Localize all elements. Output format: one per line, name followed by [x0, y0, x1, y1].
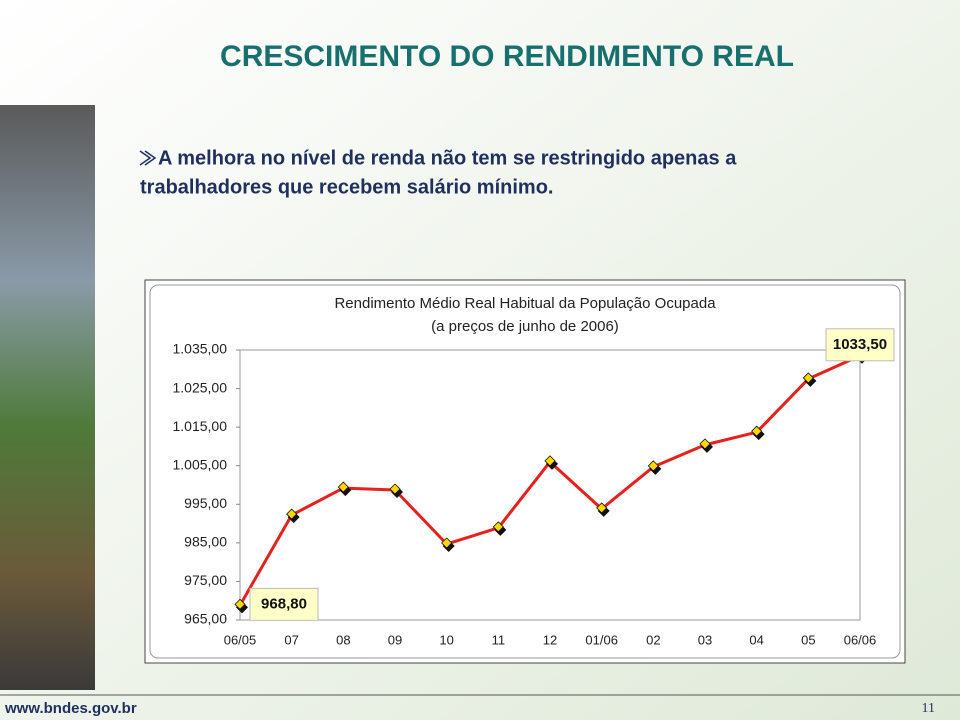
chart-subtitle: (a preços de junho de 2006) — [431, 318, 619, 335]
slide-title: CRESCIMENTO DO RENDIMENTO REAL — [220, 40, 794, 73]
marker — [802, 372, 814, 384]
x-tick-label: 06/06 — [844, 632, 877, 647]
marker — [389, 483, 401, 495]
x-tick-label: 12 — [543, 632, 557, 647]
bullet-text: A melhora no nível de renda não tem se r… — [158, 147, 737, 169]
x-tick-label: 09 — [388, 632, 402, 647]
y-tick-label: 1.015,00 — [173, 418, 228, 434]
x-tick-label: 07 — [284, 632, 298, 647]
marker — [647, 460, 659, 472]
marker — [337, 481, 349, 493]
marker — [441, 537, 453, 549]
y-tick-label: 1.025,00 — [173, 379, 228, 395]
bullet-arrow — [139, 150, 157, 166]
marker — [544, 455, 556, 467]
x-tick-label: 11 — [492, 632, 506, 647]
marker — [699, 438, 711, 450]
data-label: 968,80 — [261, 595, 307, 612]
y-tick-label: 1.035,00 — [173, 341, 228, 357]
bullet-text: trabalhadores que recebem salário mínimo… — [140, 176, 553, 198]
y-tick-label: 985,00 — [184, 534, 227, 550]
x-tick-label: 04 — [749, 632, 763, 647]
x-tick-label: 01/06 — [585, 632, 618, 647]
x-tick-label: 05 — [801, 632, 815, 647]
x-tick-label: 08 — [336, 632, 350, 647]
footer-url: www.bndes.gov.br — [4, 700, 137, 717]
x-tick-label: 06/05 — [224, 632, 257, 647]
marker — [234, 598, 246, 610]
x-tick-label: 02 — [646, 632, 660, 647]
chart-title: Rendimento Médio Real Habitual da Popula… — [334, 295, 716, 312]
marker — [492, 521, 504, 533]
data-label-box — [249, 587, 319, 621]
y-tick-label: 995,00 — [184, 495, 227, 511]
marker — [286, 508, 298, 520]
photo-strip — [0, 105, 95, 690]
data-label: 1033,50 — [833, 336, 887, 353]
y-tick-label: 1.005,00 — [173, 456, 228, 472]
page-number: 11 — [922, 701, 935, 716]
y-tick-label: 965,00 — [184, 611, 227, 627]
marker — [596, 502, 608, 514]
x-tick-label: 03 — [698, 632, 712, 647]
x-tick-label: 10 — [439, 632, 453, 647]
marker — [751, 425, 763, 437]
plot-area — [239, 349, 861, 621]
data-label-box — [825, 328, 895, 362]
chart-inner-frame — [149, 284, 901, 659]
y-tick-label: 975,00 — [184, 572, 227, 588]
